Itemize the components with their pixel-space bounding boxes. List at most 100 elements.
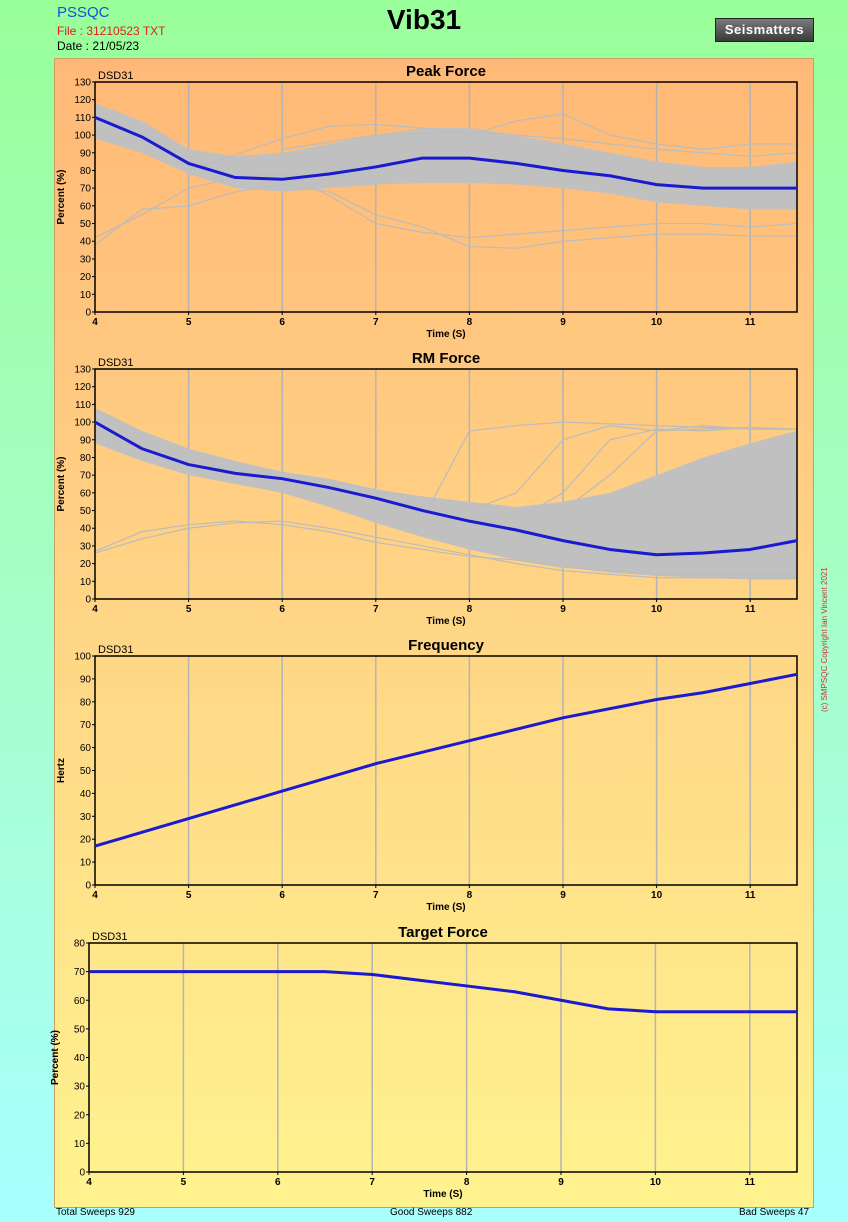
x-tick-label: 9 — [558, 1177, 564, 1188]
x-axis-label: Time (S) — [426, 329, 465, 340]
mean-line — [94, 115, 797, 190]
y-tick-label: 130 — [74, 78, 91, 89]
sweep-line — [94, 173, 798, 239]
x-tick-label: 6 — [279, 890, 285, 901]
y-tick-label: 0 — [85, 595, 91, 606]
chart-title: Peak Force — [406, 63, 486, 80]
x-tick-label: 11 — [745, 604, 756, 615]
chart-corner-label: DSD31 — [98, 357, 133, 369]
plot-border — [94, 81, 798, 313]
y-tick-label: 20 — [80, 559, 92, 570]
page-title: Vib31 — [386, 4, 462, 35]
x-tick-label: 10 — [651, 604, 663, 615]
mean-line — [94, 420, 798, 557]
y-tick-label: 10 — [74, 1139, 86, 1150]
x-tick-label: 7 — [373, 317, 379, 328]
y-tick-label: 20 — [74, 1110, 86, 1121]
y-tick-label: 40 — [80, 524, 92, 535]
x-tick-label: 10 — [651, 317, 663, 328]
sweep-line — [94, 184, 797, 249]
x-tick-label: 7 — [373, 604, 379, 615]
y-tick-label: 70 — [74, 967, 86, 978]
y-tick-label: 130 — [74, 365, 91, 376]
sweep-line — [94, 520, 797, 575]
x-tick-label: 5 — [186, 604, 192, 615]
y-tick-label: 70 — [80, 471, 92, 482]
chart-corner-label: DSD31 — [92, 931, 127, 943]
chart-3: Frequency DSD31 0 10 20 30 40 50 60 70 80 90 100 4 5 6 7… — [56, 637, 798, 913]
sweep-line — [562, 426, 798, 512]
copyright-text: (c) SMPSQC Copyright Ian Vincent 2021 — [820, 567, 829, 712]
chart-title: Target Force — [398, 924, 488, 941]
y-tick-label: 80 — [74, 939, 86, 950]
y-tick-label: 120 — [74, 382, 91, 393]
y-tick-label: 60 — [74, 996, 86, 1007]
y-tick-label: 30 — [80, 254, 92, 265]
y-axis-label: Percent (%) — [56, 169, 67, 224]
y-tick-label: 80 — [80, 166, 92, 177]
good-sweeps: Good Sweeps 882 — [390, 1207, 473, 1218]
y-tick-label: 60 — [80, 488, 92, 499]
y-tick-label: 80 — [80, 453, 92, 464]
y-tick-label: 80 — [80, 697, 92, 708]
y-tick-label: 90 — [80, 148, 92, 159]
chart-title: Frequency — [408, 637, 485, 654]
y-tick-label: 10 — [80, 577, 92, 588]
y-tick-label: 60 — [80, 201, 92, 212]
chart-title: RM Force — [412, 350, 480, 367]
y-tick-label: 120 — [74, 95, 91, 106]
y-axis-label: Percent (%) — [56, 456, 67, 511]
y-tick-label: 110 — [75, 400, 91, 411]
x-tick-label: 11 — [745, 890, 756, 901]
app-name: PSSQC — [57, 4, 110, 21]
file-name: File : 31210523 TXT — [57, 24, 166, 38]
x-tick-label: 4 — [92, 890, 98, 901]
mean-line — [94, 672, 798, 848]
x-tick-label: 8 — [467, 317, 473, 328]
y-tick-label: 20 — [80, 835, 92, 846]
x-axis-label: Time (S) — [426, 616, 465, 627]
sweep-band — [95, 103, 797, 210]
sweep-line — [94, 520, 797, 579]
y-tick-label: 40 — [74, 1053, 86, 1064]
sweep-line — [188, 113, 797, 172]
x-tick-label: 4 — [92, 317, 98, 328]
x-tick-label: 6 — [279, 604, 285, 615]
plot-border — [88, 942, 798, 1173]
y-tick-label: 20 — [80, 272, 92, 283]
y-tick-label: 100 — [74, 418, 91, 429]
y-tick-label: 50 — [74, 1024, 86, 1035]
plot-border — [94, 655, 798, 886]
y-tick-label: 30 — [74, 1082, 86, 1093]
x-tick-label: 11 — [745, 1177, 756, 1188]
x-tick-label: 7 — [369, 1177, 375, 1188]
x-tick-label: 5 — [181, 1177, 187, 1188]
x-tick-label: 6 — [279, 317, 285, 328]
mean-line — [89, 970, 797, 1014]
chart-panel — [54, 58, 814, 1208]
y-tick-label: 40 — [80, 237, 92, 248]
y-tick-label: 110 — [75, 113, 91, 124]
x-tick-label: 4 — [86, 1177, 92, 1188]
x-tick-label: 5 — [186, 317, 192, 328]
y-axis-label: Hertz — [56, 758, 67, 783]
y-tick-label: 0 — [85, 881, 91, 892]
x-tick-label: 4 — [92, 604, 98, 615]
y-axis-label: Percent (%) — [50, 1030, 61, 1085]
x-tick-label: 5 — [186, 890, 192, 901]
x-tick-label: 11 — [745, 317, 756, 328]
x-tick-label: 8 — [467, 604, 473, 615]
chart-2: RM Force DSD31 0 10 20 30 40 50 60 70 80 90 100 110 12… — [56, 350, 798, 627]
chart-1: Peak Force DSD31 0 10 20 30 40 50 60 70 80 90 100 110… — [56, 63, 798, 340]
x-tick-label: 9 — [560, 604, 566, 615]
y-tick-label: 0 — [79, 1168, 85, 1179]
y-tick-label: 50 — [80, 219, 92, 230]
seismatters-logo: Seismatters — [715, 18, 814, 42]
sweep-band — [95, 407, 797, 580]
chart-corner-label: DSD31 — [98, 644, 133, 656]
y-tick-label: 10 — [80, 290, 92, 301]
x-axis-label: Time (S) — [426, 902, 465, 913]
x-tick-label: 6 — [275, 1177, 281, 1188]
y-tick-label: 100 — [74, 652, 91, 663]
